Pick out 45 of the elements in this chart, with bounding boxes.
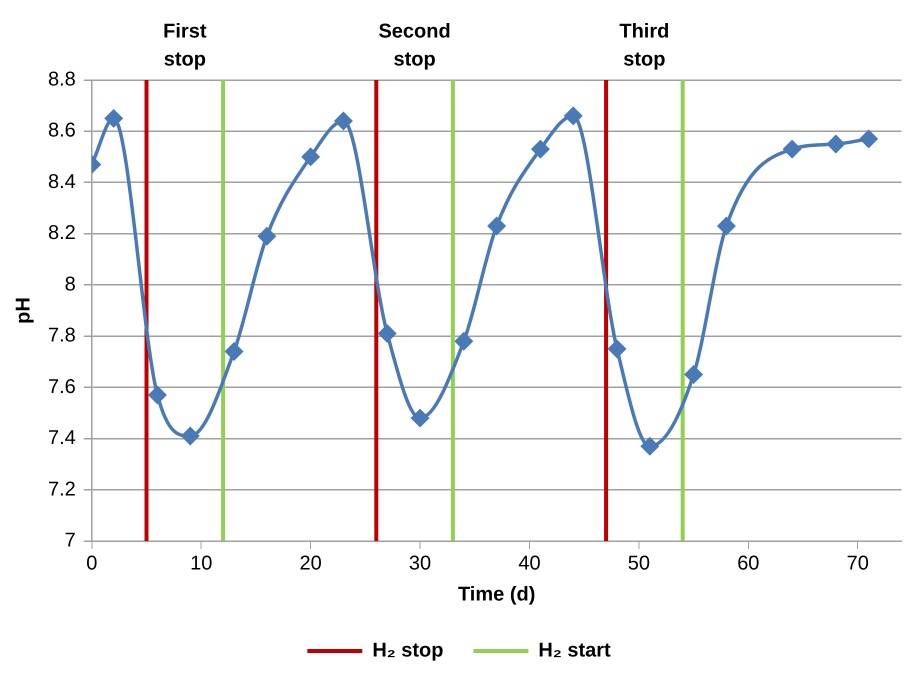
point bbox=[564, 107, 582, 125]
point bbox=[182, 427, 200, 445]
y-tick-label: 7 bbox=[64, 530, 76, 552]
point bbox=[860, 130, 878, 148]
y-axis-title: pH bbox=[12, 297, 35, 324]
text: Third stop bbox=[619, 20, 670, 71]
x-axis-title: Time (d) bbox=[458, 584, 536, 606]
point bbox=[411, 409, 429, 427]
point bbox=[532, 140, 550, 158]
text: First stop bbox=[163, 20, 207, 71]
point bbox=[684, 366, 702, 384]
y-tick-label: 7.4 bbox=[48, 427, 76, 450]
point bbox=[378, 324, 396, 342]
x-tick-label: 10 bbox=[190, 552, 212, 575]
y-tick-label: 8.8 bbox=[48, 68, 76, 91]
x-tick-label: 40 bbox=[518, 552, 541, 575]
y-tick-label: 7.8 bbox=[48, 324, 76, 347]
legend-label: H₂ start bbox=[538, 640, 612, 662]
x-tick-label: 60 bbox=[737, 552, 760, 575]
point bbox=[488, 217, 506, 235]
point bbox=[455, 332, 473, 350]
text: Second stop bbox=[378, 20, 451, 71]
y-tick-label: 8.4 bbox=[48, 170, 76, 193]
point bbox=[718, 217, 736, 235]
point bbox=[302, 148, 320, 166]
point bbox=[334, 112, 352, 130]
x-tick-label: 0 bbox=[86, 552, 98, 575]
point bbox=[783, 140, 801, 158]
x-tick-label: 50 bbox=[628, 552, 650, 575]
x-tick-label: 30 bbox=[408, 552, 432, 575]
y-tick-label: 7.6 bbox=[48, 376, 76, 398]
point bbox=[148, 386, 166, 404]
point bbox=[608, 340, 626, 358]
y-tick-label: 8 bbox=[64, 273, 76, 296]
point bbox=[225, 342, 243, 360]
x-tick-label: 70 bbox=[846, 552, 869, 575]
point bbox=[258, 227, 276, 245]
y-tick-label: 7.2 bbox=[48, 478, 76, 500]
y-tick-label: 8.6 bbox=[48, 120, 76, 142]
x-tick-label: 20 bbox=[300, 552, 322, 575]
point bbox=[641, 437, 659, 455]
point bbox=[827, 135, 845, 153]
y-tick-label: 8.2 bbox=[48, 222, 76, 244]
legend-label: H₂ stop bbox=[372, 640, 444, 662]
point bbox=[104, 110, 122, 128]
